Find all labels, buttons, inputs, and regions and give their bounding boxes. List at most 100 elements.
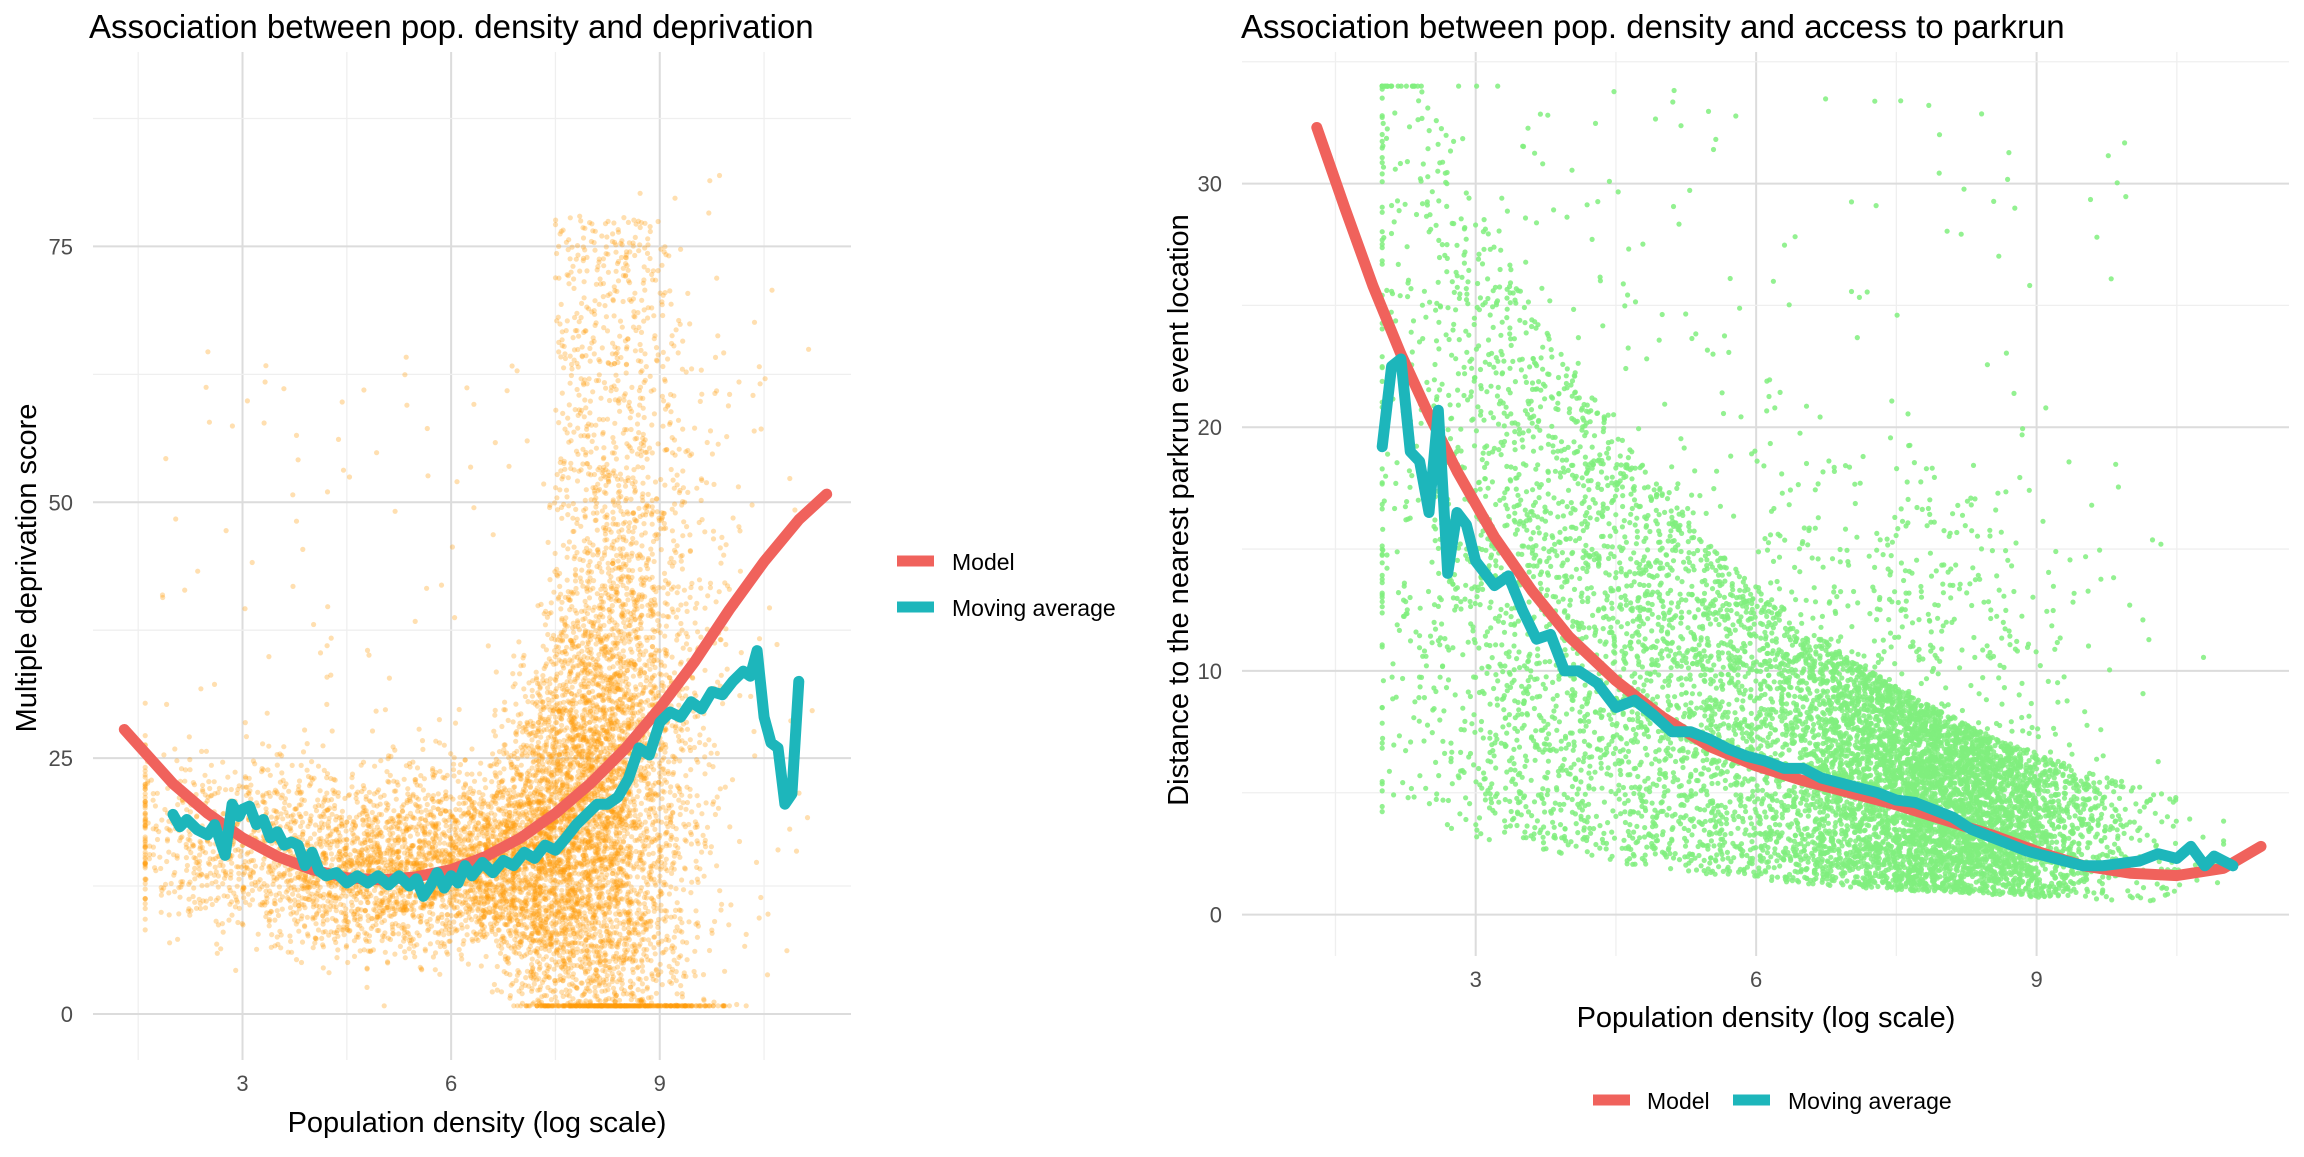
scatter-point	[604, 545, 609, 550]
scatter-point	[633, 807, 638, 812]
scatter-point	[327, 806, 332, 811]
scatter-point	[687, 647, 692, 652]
scatter-point	[709, 751, 714, 756]
scatter-point	[640, 498, 645, 503]
scatter-point	[288, 939, 293, 944]
scatter-point	[579, 568, 584, 573]
scatter-point	[658, 291, 663, 296]
scatter-point	[560, 391, 565, 396]
scatter-point	[645, 236, 650, 241]
scatter-point	[634, 436, 639, 441]
scatter-point	[699, 392, 704, 397]
scatter-point	[642, 288, 647, 293]
scatter-point	[727, 392, 732, 397]
scatter-point	[200, 783, 205, 788]
scatter-point	[638, 453, 643, 458]
scatter-point	[368, 893, 373, 898]
scatter-point	[636, 789, 641, 794]
scatter-point	[452, 773, 457, 778]
scatter-point	[567, 539, 572, 544]
scatter-point	[319, 936, 324, 941]
scatter-point	[369, 829, 374, 834]
scatter-point	[143, 927, 148, 932]
scatter-point	[345, 960, 350, 965]
scatter-point	[677, 490, 682, 495]
scatter-point	[551, 590, 556, 595]
scatter-point	[618, 319, 623, 324]
scatter-point	[275, 752, 280, 757]
scatter-point	[702, 754, 707, 759]
scatter-point	[708, 585, 713, 590]
scatter-point	[661, 526, 666, 531]
scatter-point	[309, 759, 314, 764]
scatter-point	[566, 281, 571, 286]
scatter-point	[636, 248, 641, 253]
scatter-point	[639, 801, 644, 806]
scatter-point	[624, 427, 629, 432]
scatter-point	[423, 948, 428, 953]
scatter-point	[358, 900, 363, 905]
scatter-point	[674, 637, 679, 642]
scatter-point	[325, 917, 330, 922]
scatter-point	[563, 934, 568, 939]
scatter-point	[705, 440, 710, 445]
scatter-point	[558, 592, 563, 597]
scatter-point	[635, 643, 640, 648]
scatter-point	[744, 932, 749, 937]
scatter-point	[584, 487, 589, 492]
scatter-point	[565, 555, 570, 560]
scatter-point	[724, 542, 729, 547]
scatter-point	[633, 348, 638, 353]
scatter-point	[268, 891, 273, 896]
scatter-point	[330, 728, 335, 733]
scatter-point	[459, 952, 464, 957]
scatter-point	[603, 591, 608, 596]
scatter-point	[561, 738, 566, 743]
scatter-point	[583, 405, 588, 410]
scatter-point	[640, 969, 645, 974]
scatter-point	[565, 578, 570, 583]
scatter-point	[608, 597, 613, 602]
scatter-point	[683, 773, 688, 778]
scatter-point	[592, 248, 597, 253]
scatter-point	[290, 763, 295, 768]
scatter-point	[602, 490, 607, 495]
scatter-point	[436, 807, 441, 812]
scatter-point	[694, 486, 699, 491]
scatter-point	[192, 900, 197, 905]
scatter-point	[660, 424, 665, 429]
scatter-point	[616, 558, 621, 563]
scatter-point	[736, 484, 741, 489]
scatter-point	[617, 546, 622, 551]
scatter-point	[403, 955, 408, 960]
scatter-point	[199, 883, 204, 888]
scatter-point	[591, 432, 596, 437]
scatter-point	[634, 891, 639, 896]
scatter-point	[490, 751, 495, 756]
scatter-point	[607, 666, 612, 671]
scatter-point	[673, 908, 678, 913]
scatter-point	[442, 743, 447, 748]
scatter-point	[484, 954, 489, 959]
scatter-point	[448, 751, 453, 756]
scatter-point	[553, 677, 558, 682]
scatter-point	[253, 864, 258, 869]
scatter-point	[589, 309, 594, 314]
scatter-point	[704, 800, 709, 805]
scatter-point	[648, 229, 653, 234]
scatter-point	[576, 334, 581, 339]
scatter-point	[656, 268, 661, 273]
scatter-point	[662, 483, 667, 488]
scatter-point	[143, 886, 148, 891]
scatter-point	[172, 746, 177, 751]
scatter-point	[680, 628, 685, 633]
scatter-point	[559, 717, 564, 722]
scatter-point	[633, 518, 638, 523]
scatter-point	[676, 584, 681, 589]
scatter-point	[569, 366, 574, 371]
scatter-point	[594, 724, 599, 729]
scatter-point	[497, 770, 502, 775]
scatter-point	[638, 567, 643, 572]
scatter-point	[204, 749, 209, 754]
scatter-point	[664, 909, 669, 914]
